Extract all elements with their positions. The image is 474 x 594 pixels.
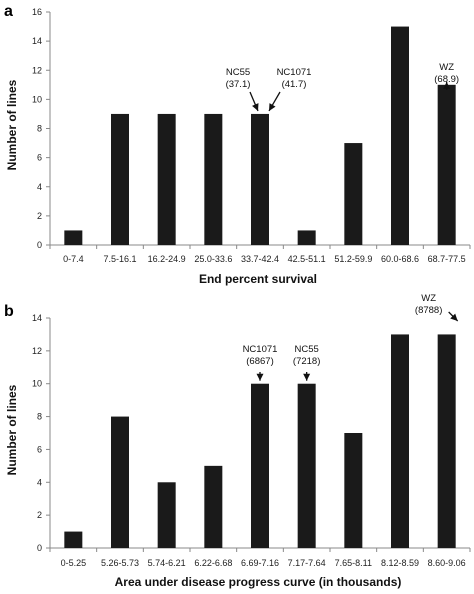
annotation-arrow-head <box>252 103 259 111</box>
x-tick-label: 0-7.4 <box>63 254 84 264</box>
x-tick-label: 42.5-51.1 <box>288 254 326 264</box>
x-tick-label: 7.5-16.1 <box>103 254 136 264</box>
y-tick-label: 12 <box>32 65 42 75</box>
annotation-arrow-head <box>256 373 264 381</box>
bar <box>111 113 129 245</box>
x-tick-label: 16.2-24.9 <box>148 254 186 264</box>
x-tick-label: 6.69-7.16 <box>241 558 279 568</box>
bar <box>391 334 409 548</box>
y-tick-label: 4 <box>37 182 42 192</box>
y-tick-label: 10 <box>32 379 42 389</box>
annotation-name: NC55 <box>226 67 250 78</box>
x-tick-label: 68.7-77.5 <box>428 254 466 264</box>
bar <box>204 113 223 245</box>
annotation-value: (37.1) <box>226 79 251 90</box>
x-tick-label: 5.26-5.73 <box>101 558 139 568</box>
y-tick-label: 14 <box>32 36 42 46</box>
annotation-arrow-head <box>269 103 276 111</box>
bar <box>344 433 363 548</box>
x-tick-label: 60.0-68.6 <box>381 254 419 264</box>
bar <box>344 143 363 245</box>
panel-b: 0 2 4 6 8 10 12 14 0-5.25 5.26-5.73 5.74-6.21 6.22-… <box>32 293 471 568</box>
annotation-name: NC1071 <box>243 344 278 355</box>
panel-a: 0 2 4 6 8 10 12 14 16 0-7.4 7.5-16.1 16.2-24.9 25.0-… <box>32 7 471 264</box>
y-tick-label: 12 <box>32 346 42 356</box>
annotation-arrow-head <box>303 373 311 381</box>
y-tick-label: 8 <box>37 412 42 422</box>
bar <box>437 84 456 245</box>
x-tick-label: 33.7-42.4 <box>241 254 279 264</box>
annotation-value: (8788) <box>415 305 442 316</box>
annotation-name: NC1071 <box>277 67 312 78</box>
annotation-value: (6867) <box>246 356 273 367</box>
panel-label-b: b <box>4 303 14 320</box>
y-tick-label: 6 <box>37 153 42 163</box>
bar <box>437 334 456 548</box>
y-tick-label: 2 <box>37 510 42 520</box>
y-axis-title-a: Number of lines <box>5 79 19 170</box>
x-tick-label: 7.65-8.11 <box>335 558 372 568</box>
y-tick-label: 8 <box>37 124 42 134</box>
x-tick-label: 25.0-33.6 <box>194 254 232 264</box>
annotation-name: WZ <box>439 62 454 73</box>
y-tick-label: 16 <box>32 7 42 17</box>
y-tick-label: 14 <box>32 313 42 323</box>
y-tick-label: 2 <box>37 211 42 221</box>
bar <box>251 113 269 245</box>
x-tick-label: 51.2-59.9 <box>334 254 372 264</box>
y-tick-label: 4 <box>37 477 42 487</box>
x-tick-label: 8.60-9.06 <box>428 558 466 568</box>
annotation-value: (41.7) <box>282 79 307 90</box>
y-tick-label: 10 <box>32 94 42 104</box>
annotation-value: (68.9) <box>434 74 459 85</box>
bar <box>111 416 129 548</box>
panel-label-a: a <box>4 3 13 20</box>
x-tick-label: 8.12-8.59 <box>381 558 419 568</box>
bar <box>157 113 176 245</box>
annotation-arrow-head <box>450 313 458 321</box>
x-tick-label: 0-5.25 <box>61 558 87 568</box>
y-tick-label: 0 <box>37 543 42 553</box>
annotation-name: NC55 <box>295 344 319 355</box>
bar <box>297 383 316 548</box>
y-axis-title-b: Number of lines <box>5 384 19 475</box>
x-tick-label: 6.22-6.68 <box>194 558 232 568</box>
bar <box>391 26 409 245</box>
annotation-arrow-head <box>443 81 451 89</box>
bar <box>251 383 269 548</box>
bar <box>64 531 83 548</box>
x-tick-label: 5.74-6.21 <box>148 558 186 568</box>
bar <box>157 482 176 548</box>
bar <box>64 230 83 245</box>
annotation-name: WZ <box>421 293 436 304</box>
bar <box>204 465 223 548</box>
x-axis-title-b: Area under disease progress curve (in th… <box>115 575 402 589</box>
x-axis-title-a: End percent survival <box>199 272 317 286</box>
x-tick-label: 7.17-7.64 <box>288 558 326 568</box>
y-tick-label: 0 <box>37 240 42 250</box>
bar <box>297 230 316 245</box>
annotation-value: (7218) <box>293 356 320 367</box>
y-tick-label: 6 <box>37 444 42 454</box>
